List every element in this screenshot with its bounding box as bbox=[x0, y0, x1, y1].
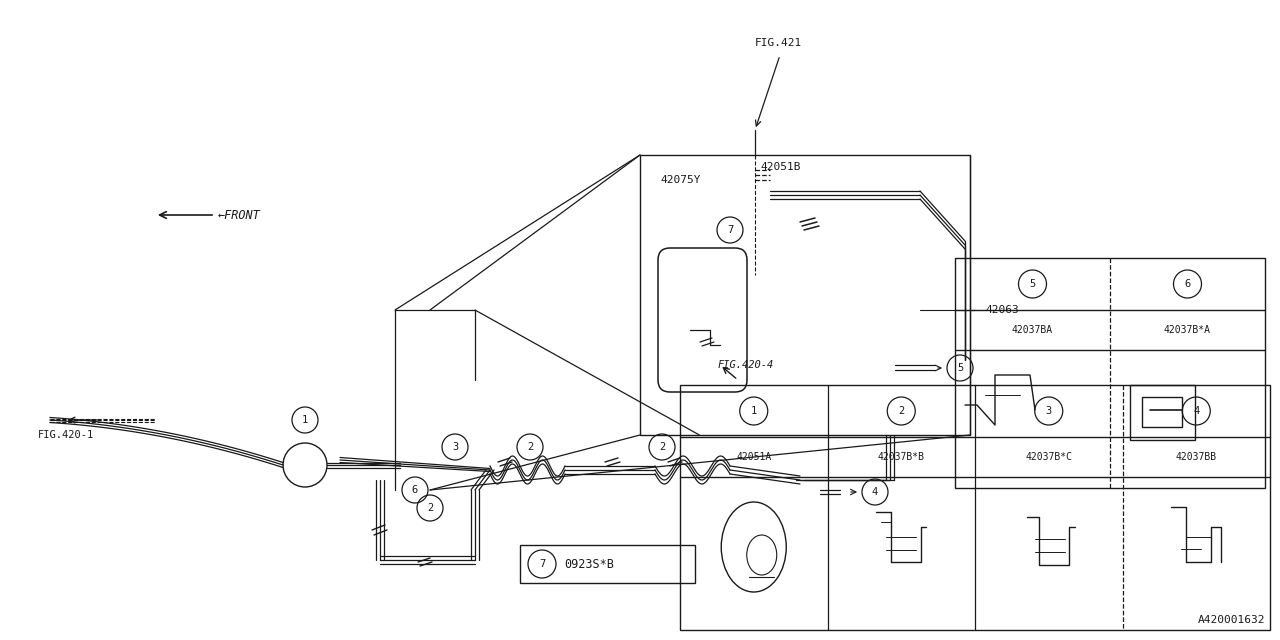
Text: FIG.420-4: FIG.420-4 bbox=[718, 360, 774, 370]
Text: 42037B*A: 42037B*A bbox=[1164, 325, 1211, 335]
Text: ←FRONT: ←FRONT bbox=[218, 209, 261, 221]
Text: 5: 5 bbox=[957, 363, 963, 373]
Text: A420001632: A420001632 bbox=[1198, 615, 1265, 625]
Bar bbox=[955, 258, 1265, 488]
Text: 6: 6 bbox=[1184, 279, 1190, 289]
Bar bbox=[680, 385, 1270, 630]
Text: 4: 4 bbox=[1193, 406, 1199, 416]
Text: 2: 2 bbox=[527, 442, 534, 452]
Text: FIG.420-1: FIG.420-1 bbox=[38, 430, 95, 440]
Text: 42063: 42063 bbox=[986, 305, 1019, 315]
Text: 2: 2 bbox=[899, 406, 905, 416]
Bar bbox=[1130, 385, 1196, 440]
Text: 42051B: 42051B bbox=[760, 162, 800, 172]
Text: 3: 3 bbox=[1046, 406, 1052, 416]
Text: 0923S*B: 0923S*B bbox=[564, 557, 614, 570]
Bar bbox=[520, 545, 695, 583]
Text: 1: 1 bbox=[750, 406, 756, 416]
Text: 5: 5 bbox=[1029, 279, 1036, 289]
Text: 42037B*B: 42037B*B bbox=[878, 452, 924, 462]
Text: 42051A: 42051A bbox=[736, 452, 772, 462]
Text: 42037BA: 42037BA bbox=[1012, 325, 1053, 335]
Text: 7: 7 bbox=[727, 225, 733, 235]
Bar bbox=[640, 155, 970, 435]
Text: 3: 3 bbox=[452, 442, 458, 452]
Bar bbox=[1142, 397, 1181, 427]
Text: 42075Y: 42075Y bbox=[660, 175, 700, 185]
Text: 2: 2 bbox=[659, 442, 666, 452]
Text: 42037BB: 42037BB bbox=[1176, 452, 1217, 462]
Text: FIG.421: FIG.421 bbox=[755, 38, 803, 48]
Text: 7: 7 bbox=[539, 559, 545, 569]
Text: 6: 6 bbox=[412, 485, 419, 495]
Text: 4: 4 bbox=[872, 487, 878, 497]
Text: 2: 2 bbox=[426, 503, 433, 513]
Text: 1: 1 bbox=[302, 415, 308, 425]
Text: 42037B*C: 42037B*C bbox=[1025, 452, 1073, 462]
